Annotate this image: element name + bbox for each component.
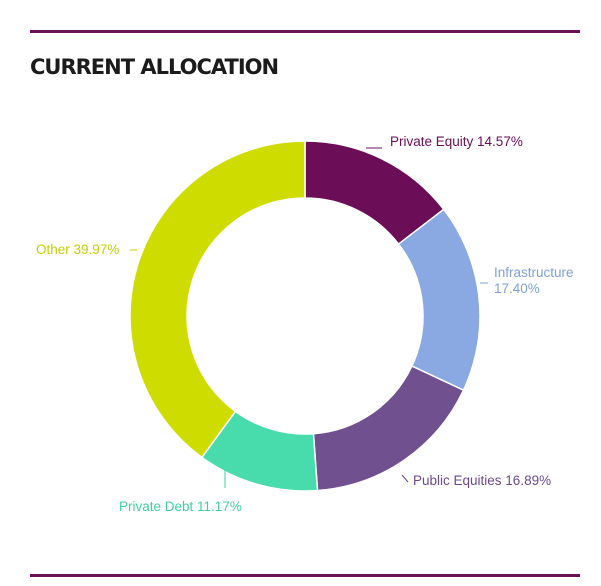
top-divider — [30, 30, 580, 33]
label-infrastructure: Infrastructure 17.40% — [494, 265, 574, 296]
label-infrastructure-line-2: 17.40% — [494, 281, 540, 296]
label-private-equity: Private Equity 14.57% — [390, 134, 523, 149]
leader-public-equities — [401, 474, 409, 483]
slice-public-equities — [312, 365, 465, 492]
slice-infrastructure — [397, 208, 481, 392]
label-private-debt: Private Debt 11.17% — [119, 499, 242, 514]
slice-other — [129, 140, 306, 459]
label-public-equities: Public Equities 16.89% — [413, 473, 551, 488]
bottom-divider — [30, 574, 580, 577]
label-infrastructure-line-1: Infrastructure — [494, 265, 574, 280]
label-other: Other 39.97% — [36, 242, 119, 257]
page-title: CURRENT ALLOCATION — [30, 55, 279, 79]
